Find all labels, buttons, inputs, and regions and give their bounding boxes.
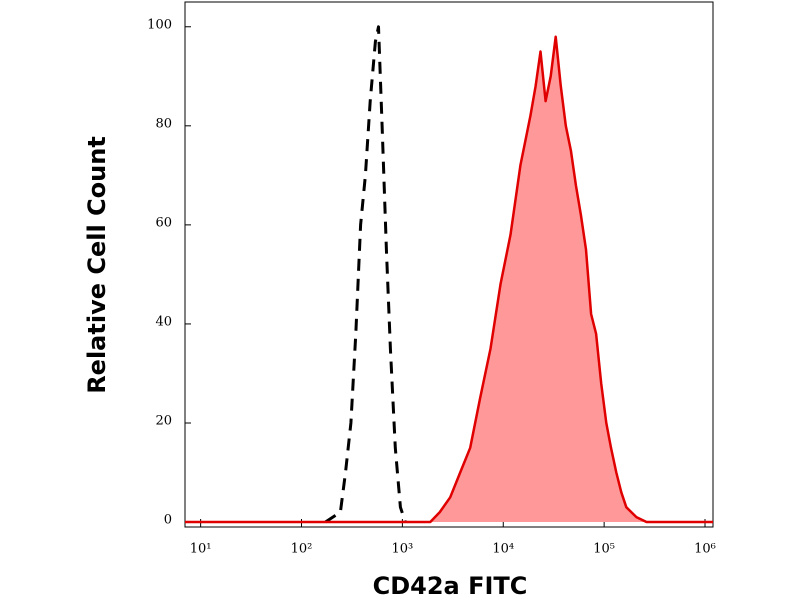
histogram-line (185, 35, 713, 524)
y-tick-label: 80 (155, 116, 172, 131)
y-tick-label: 0 (164, 513, 172, 528)
x-tick-label: 10⁴ (492, 542, 514, 557)
x-axis-title: CD42a FITC (373, 572, 528, 600)
y-axis-title: Relative Cell Count (83, 136, 111, 394)
y-tick-label: 60 (155, 215, 172, 230)
histogram-line (324, 25, 407, 524)
x-tick-label: 10¹ (190, 542, 212, 557)
y-tick-label: 100 (147, 17, 172, 32)
plot-frame (184, 1, 714, 528)
x-tick-label: 10² (291, 542, 313, 557)
x-tick-label: 10³ (391, 542, 413, 557)
y-tick-label: 40 (155, 314, 172, 329)
histogram-area (185, 36, 713, 523)
x-tick-label: 10⁶ (694, 542, 716, 557)
y-tick-label: 20 (155, 413, 172, 428)
x-tick-label: 10⁵ (593, 542, 615, 557)
